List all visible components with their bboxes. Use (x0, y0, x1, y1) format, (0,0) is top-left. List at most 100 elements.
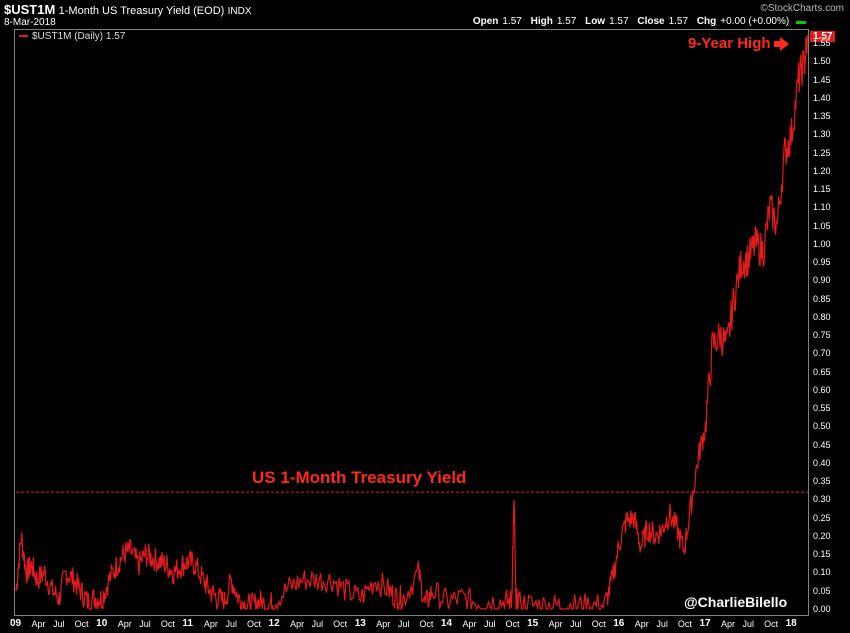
y-tick-label: 0.55 (813, 403, 831, 414)
y-tick-label: 1.55 (813, 38, 831, 48)
high-label: High (530, 16, 553, 27)
x-tick-label: Oct (333, 619, 348, 629)
arrow-stem (773, 41, 781, 48)
source-credit: ©StockCharts.com (760, 3, 844, 14)
open-label: Open (472, 16, 499, 27)
x-tick-label: Jul (397, 619, 410, 629)
x-tick-label: Jul (311, 619, 324, 629)
x-tick-label: 17 (699, 618, 711, 629)
plot-area (14, 29, 809, 616)
low-label: Low (585, 16, 606, 27)
high-annotation-text: 9-Year High (688, 35, 771, 52)
x-tick-label: Apr (31, 619, 46, 629)
y-tick-label: 0.85 (813, 293, 831, 304)
x-tick-label: 14 (440, 618, 453, 629)
y-tick-label: 1.05 (813, 220, 831, 231)
x-tick-label: Apr (376, 619, 391, 629)
y-tick-label: 0.50 (813, 421, 831, 432)
open-value: 1.57 (502, 16, 522, 27)
series-line (15, 35, 808, 612)
chg-value: +0.00 (+0.00%) (720, 16, 790, 27)
y-tick-label: 1.25 (813, 147, 831, 158)
x-tick-label: Apr (117, 619, 132, 629)
x-tick-label: Jul (53, 619, 65, 629)
x-tick-label: Jul (483, 619, 496, 629)
x-tick-label: Apr (290, 619, 305, 629)
legend: $UST1M (Daily) 1.57 (19, 31, 125, 42)
x-tick-label: Jul (225, 619, 237, 629)
x-tick-label: Apr (462, 619, 477, 629)
legend-label: $UST1M (Daily) 1.57 (32, 31, 126, 42)
y-tick-label: 1.45 (813, 74, 831, 85)
x-tick-label: Oct (419, 619, 434, 629)
y-tick-label: 0.00 (813, 604, 831, 614)
y-tick-label: 1.10 (813, 202, 831, 213)
x-tick-label: Jul (570, 619, 582, 629)
y-tick-label: 0.80 (813, 311, 831, 322)
x-tick-label: Oct (677, 619, 692, 629)
y-tick-label: 1.30 (813, 129, 831, 140)
x-tick-label: Apr (720, 619, 735, 629)
y-tick-label: 1.50 (813, 56, 831, 67)
x-tick-label: 12 (268, 618, 280, 629)
y-tick-label: 1.35 (813, 111, 831, 122)
high-value: 1.57 (556, 16, 577, 27)
y-tick-label: 0.95 (813, 257, 831, 268)
x-tick-label: Apr (548, 619, 563, 629)
y-tick-label: 1.15 (813, 184, 831, 195)
x-tick-label: Apr (203, 619, 218, 629)
y-tick-label: 0.40 (813, 457, 831, 468)
x-tick-label: Jul (742, 619, 755, 629)
ohlc-readout: Open 1.57 High 1.57 Low 1.57 Close 1.57 Chg +… (467, 16, 806, 27)
x-tick-label: Oct (505, 619, 520, 629)
close-value: 1.57 (668, 16, 689, 27)
y-tick-label: 0.70 (813, 348, 831, 359)
x-tick-label: Jul (139, 619, 151, 629)
y-tick-label: 1.00 (813, 238, 831, 249)
x-tick-label: Oct (591, 619, 606, 629)
y-tick-label: 0.75 (813, 330, 831, 341)
y-tick-label: 0.05 (813, 585, 831, 596)
x-tick-label: Apr (634, 619, 649, 629)
chg-indicator-icon: ▬ (796, 16, 806, 27)
close-label: Close (637, 16, 665, 27)
description: 1-Month US Treasury Yield (EOD) (58, 5, 225, 17)
x-tick-label: Oct (74, 619, 89, 629)
x-tick-label: Oct (246, 619, 261, 629)
author-credit: @CharlieBilello (678, 593, 794, 611)
y-tick-label: 0.60 (813, 384, 831, 395)
x-tick-label: Oct (160, 619, 175, 629)
symbol: $UST1M (4, 2, 56, 17)
arrow-right-icon (779, 37, 789, 52)
x-tick-label: 09 (10, 618, 22, 629)
nine-year-high-annotation: 9-Year High (688, 35, 789, 52)
low-value: 1.57 (609, 16, 629, 27)
legend-swatch (19, 35, 28, 38)
y-tick-label: 0.35 (813, 476, 831, 487)
x-tick-label: Oct (764, 619, 779, 629)
y-tick-label: 0.90 (813, 275, 831, 286)
last-value-badge: 1.57 (810, 31, 836, 42)
x-tick-label: 15 (527, 618, 539, 629)
y-tick-label: 0.20 (813, 530, 831, 541)
y-tick-label: 0.15 (813, 549, 831, 560)
y-tick-label: 1.20 (813, 165, 831, 176)
y-tick-label: 0.25 (813, 512, 831, 523)
x-tick-label: 11 (182, 618, 193, 629)
series-title-annotation: US 1-Month Treasury Yield (252, 468, 467, 487)
y-tick-label: 0.45 (813, 439, 831, 450)
x-tick-label: 13 (354, 618, 366, 629)
x-tick-label: Jul (656, 619, 668, 629)
x-tick-label: 18 (785, 618, 797, 629)
x-tick-label: 16 (613, 618, 625, 629)
y-tick-label: 0.30 (813, 494, 831, 505)
chg-label: Chg (696, 16, 717, 27)
x-tick-label: 10 (96, 618, 108, 629)
chart-date: 8-Mar-2018 (4, 17, 56, 28)
chart-title: $UST1M 1-Month US Treasury Yield (EOD) I… (4, 2, 252, 17)
y-tick-label: 0.10 (813, 567, 831, 578)
exchange: INDX (227, 6, 252, 17)
y-tick-label: 0.65 (813, 366, 831, 377)
y-tick-label: 1.40 (813, 92, 831, 103)
